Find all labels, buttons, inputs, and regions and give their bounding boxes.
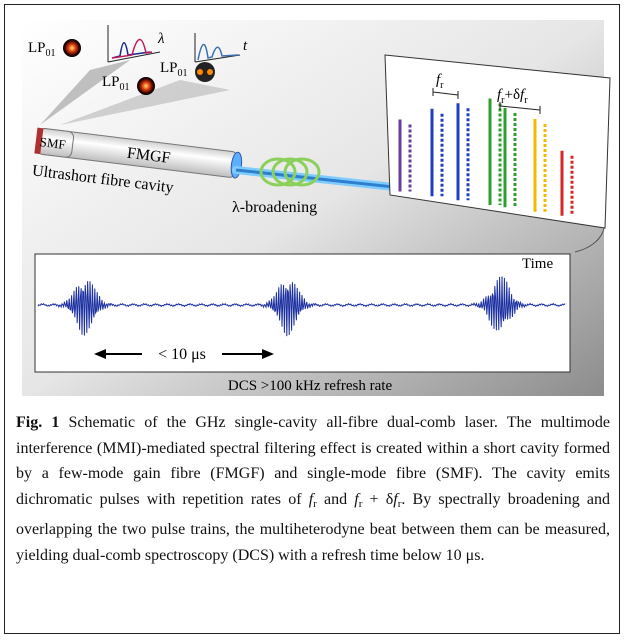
mode-label-sub: 01 (178, 68, 188, 79)
mode-profile (195, 62, 215, 82)
label-part: r (440, 80, 444, 91)
mode-profile (63, 39, 81, 57)
mode-label: LP01 (160, 60, 188, 79)
beam (40, 60, 130, 125)
spacing-label: fr (436, 72, 444, 91)
caption-text: r (313, 497, 317, 510)
mode-label-sub: 01 (120, 82, 130, 93)
caption-text: f (308, 490, 314, 508)
interval-label: < 10 μs (158, 346, 206, 363)
caption-text: + δ (362, 490, 394, 508)
caption-text: . By spectrally broadening and overlappi… (16, 490, 610, 564)
caption-text: Schematic of the GHz single-cavity all-f… (16, 414, 611, 508)
arrow-head (262, 349, 274, 359)
caption-text: r (397, 497, 402, 510)
caption-text: f (393, 490, 398, 508)
trace-panel (34, 253, 571, 373)
broadening-text: λ-broadening (232, 199, 317, 216)
offset-label: fr+δfr (497, 87, 528, 106)
beam (60, 80, 230, 125)
label-part: f (497, 87, 503, 103)
caption: Fig. 1 Schematic of the GHz single-cavit… (16, 410, 610, 569)
inset-axis-label: λ (157, 31, 165, 47)
mode-label-main: LP (160, 60, 178, 76)
mode-lobe (197, 69, 203, 75)
caption-text: and (316, 490, 355, 508)
inset-curve (197, 43, 239, 61)
mode-label-main: LP (28, 40, 46, 56)
mode-lobe (207, 69, 213, 75)
cavity-mirror (34, 127, 44, 155)
mode-label: LP01 (102, 74, 130, 93)
inset-curve (111, 38, 153, 59)
label-part: f (436, 72, 442, 88)
label-part: f (520, 87, 526, 103)
waveform (37, 276, 566, 337)
mode-profile (137, 77, 155, 95)
broadening-coil (259, 157, 321, 187)
trace-footer: DCS >100 kHz refresh rate (228, 378, 393, 394)
figure-frame (4, 4, 620, 634)
mode-label: LP01 (28, 40, 56, 59)
caption-text: r (358, 497, 363, 510)
caption-label: Fig. 1 (16, 414, 60, 431)
label-part: +δ (505, 87, 521, 103)
mode-label-sub: 01 (46, 48, 56, 59)
broadening-label: λ-broadening (232, 199, 317, 216)
smf-label: SMF (39, 134, 67, 152)
mode-label-main: LP (102, 74, 120, 90)
caption-text: f (354, 490, 359, 508)
label-part: r (501, 95, 505, 106)
arrow-head (94, 349, 106, 359)
inset-axes (107, 25, 161, 63)
inset-axis-label: t (243, 38, 248, 54)
interval-label-bg (142, 344, 222, 364)
fmgf-label: FMGF (126, 145, 171, 167)
figure: LP01 LP01 LP01 λ t SMF FMGF Ultrashort f… (22, 20, 611, 396)
spacing-marker (432, 88, 459, 99)
inset-axes (194, 33, 241, 63)
offset-marker (499, 102, 541, 114)
comb-lines (398, 98, 574, 216)
trace-axis-label: Time (522, 256, 553, 272)
label-part: r (524, 95, 528, 106)
